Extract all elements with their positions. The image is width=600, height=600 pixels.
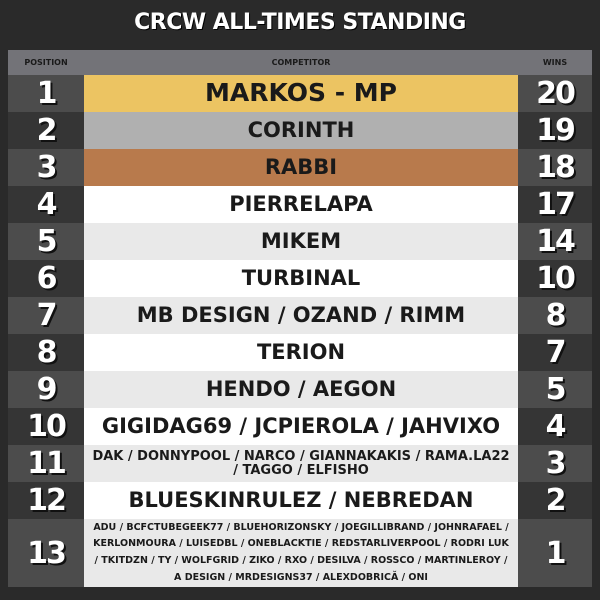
table-row: 12 BLUESKINRULEZ / NEBREDAN 2 bbox=[8, 482, 592, 519]
competitor-cell: ADU / BCFCTUBEGEEK77 / BLUEHORIZONSKY / … bbox=[84, 519, 518, 587]
table-row: 11 DAK / DONNYPOOL / NARCO / GIANNAKAKIS … bbox=[8, 445, 592, 482]
table-row: 5 MIKEM 14 bbox=[8, 223, 592, 260]
competitor-cell: TERION bbox=[84, 334, 518, 371]
table-row: 10 GIGIDAG69 / JCPIEROLA / JAHVIXO 4 bbox=[8, 408, 592, 445]
wins-cell: 18 bbox=[518, 149, 592, 186]
position-cell: 13 bbox=[8, 519, 84, 587]
competitor-cell: RABBI bbox=[84, 149, 518, 186]
position-cell: 1 bbox=[8, 75, 84, 112]
wins-cell: 5 bbox=[518, 371, 592, 408]
position-cell: 7 bbox=[8, 297, 84, 334]
table-row: 6 TURBINAL 10 bbox=[8, 260, 592, 297]
wins-cell: 3 bbox=[518, 445, 592, 482]
table-row: 7 MB DESIGN / OZAND / RIMM 8 bbox=[8, 297, 592, 334]
competitor-cell: MARKOS - MP bbox=[84, 75, 518, 112]
wins-cell: 19 bbox=[518, 112, 592, 149]
table-row: 2 CORINTH 19 bbox=[8, 112, 592, 149]
standings-table: POSITION COMPETITOR WINS 1 MARKOS - MP 20 2… bbox=[8, 50, 592, 587]
competitor-cell: HENDO / AEGON bbox=[84, 371, 518, 408]
header-competitor: COMPETITOR bbox=[271, 58, 331, 67]
competitor-cell: MIKEM bbox=[84, 223, 518, 260]
position-cell: 3 bbox=[8, 149, 84, 186]
header-wins: WINS bbox=[542, 58, 568, 67]
wins-cell: 17 bbox=[518, 186, 592, 223]
position-cell: 11 bbox=[8, 445, 84, 482]
table-body: 1 MARKOS - MP 20 2 CORINTH 19 3 RABBI 18 4 PIERREL… bbox=[8, 75, 592, 587]
wins-cell: 2 bbox=[518, 482, 592, 519]
table-row: 3 RABBI 18 bbox=[8, 149, 592, 186]
position-cell: 9 bbox=[8, 371, 84, 408]
table-row: 1 MARKOS - MP 20 bbox=[8, 75, 592, 112]
table-header: POSITION COMPETITOR WINS bbox=[8, 50, 592, 75]
position-cell: 5 bbox=[8, 223, 84, 260]
competitor-cell: PIERRELAPA bbox=[84, 186, 518, 223]
competitor-cell: MB DESIGN / OZAND / RIMM bbox=[84, 297, 518, 334]
wins-cell: 7 bbox=[518, 334, 592, 371]
wins-cell: 8 bbox=[518, 297, 592, 334]
wins-cell: 10 bbox=[518, 260, 592, 297]
wins-cell: 20 bbox=[518, 75, 592, 112]
competitor-cell: BLUESKINRULEZ / NEBREDAN bbox=[84, 482, 518, 519]
competitor-cell: TURBINAL bbox=[84, 260, 518, 297]
table-row: 4 PIERRELAPA 17 bbox=[8, 186, 592, 223]
table-row: 9 HENDO / AEGON 5 bbox=[8, 371, 592, 408]
wins-cell: 4 bbox=[518, 408, 592, 445]
competitor-cell: GIGIDAG69 / JCPIEROLA / JAHVIXO bbox=[84, 408, 518, 445]
position-cell: 2 bbox=[8, 112, 84, 149]
position-cell: 6 bbox=[8, 260, 84, 297]
position-cell: 10 bbox=[8, 408, 84, 445]
position-cell: 8 bbox=[8, 334, 84, 371]
competitor-cell: CORINTH bbox=[84, 112, 518, 149]
table-row: 13 ADU / BCFCTUBEGEEK77 / BLUEHORIZONSKY … bbox=[8, 519, 592, 587]
header-position: POSITION bbox=[24, 58, 68, 67]
wins-cell: 14 bbox=[518, 223, 592, 260]
page-title: CRCW ALL-TIMES STANDING bbox=[134, 10, 466, 35]
wins-cell: 1 bbox=[518, 519, 592, 587]
position-cell: 4 bbox=[8, 186, 84, 223]
table-row: 8 TERION 7 bbox=[8, 334, 592, 371]
competitor-cell: DAK / DONNYPOOL / NARCO / GIANNAKAKIS / … bbox=[84, 445, 518, 482]
position-cell: 12 bbox=[8, 482, 84, 519]
